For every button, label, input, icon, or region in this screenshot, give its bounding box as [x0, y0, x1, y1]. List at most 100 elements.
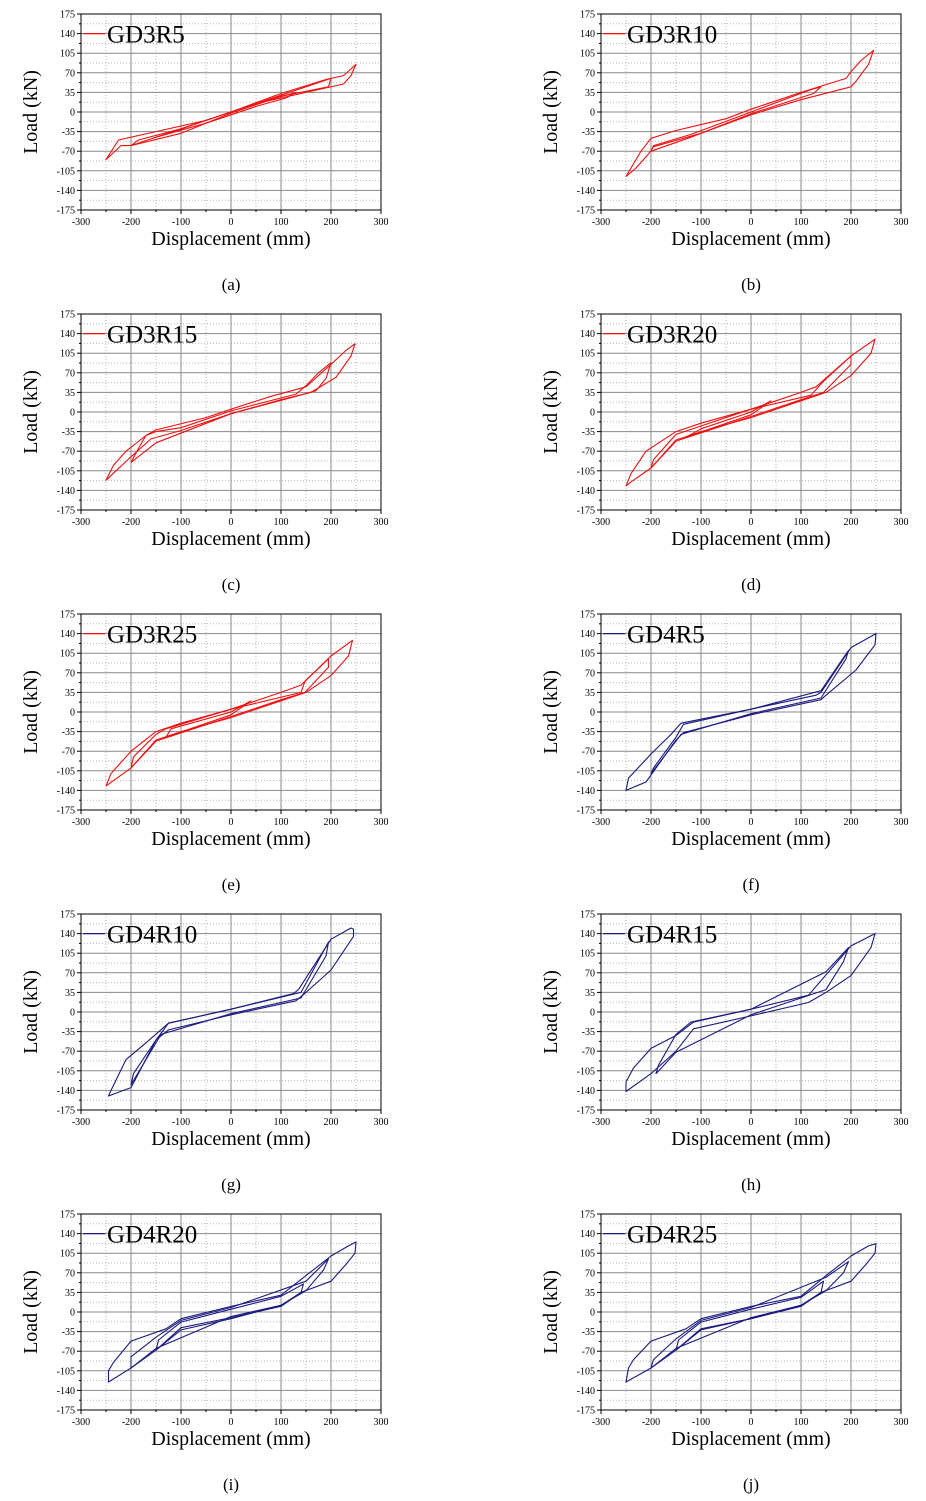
y-tick-label: -140: [577, 1386, 595, 1397]
y-tick-label: -105: [577, 466, 595, 477]
chart-svg: -300 -200 -100 0 100 200 300 175 140 105 70 35 0 -35 -…: [20, 910, 389, 1195]
legend-label: GD3R10: [627, 22, 717, 49]
y-axis-title: Load (kN): [20, 1270, 42, 1354]
x-tick-label: 100: [794, 517, 809, 528]
hysteresis-loop: [155, 91, 297, 138]
x-tick-label: 300: [894, 517, 909, 528]
x-tick-label: 300: [374, 1417, 389, 1428]
x-tick-label: 100: [274, 217, 289, 228]
y-tick-label: 35: [585, 1288, 595, 1299]
hysteresis-loop: [130, 1258, 330, 1369]
x-tick-label: 300: [894, 217, 909, 228]
y-tick-label: -175: [577, 806, 595, 817]
y-axis-title: Load (kN): [540, 370, 562, 454]
panel-caption: (c): [222, 575, 241, 594]
y-tick-label: 70: [65, 68, 75, 79]
hysteresis-loop: [650, 86, 822, 152]
chart-panel: -300 -200 -100 0 100 200 300 175 140 105 70 35 0 -35 -…: [0, 0, 463, 300]
x-tick-label: -200: [122, 1117, 140, 1128]
chart-panel: -300 -200 -100 0 100 200 300 175 140 105 70 35 0 -35 -…: [0, 900, 463, 1200]
y-axis-title: Load (kN): [20, 370, 42, 454]
y-tick-label: 140: [60, 929, 75, 940]
y-tick-label: 0: [70, 1008, 75, 1019]
y-tick-label: -70: [582, 147, 595, 158]
chart-panel: -300 -200 -100 0 100 200 300 175 140 105 70 35 0 -35 -…: [520, 900, 926, 1200]
y-tick-label: 105: [580, 949, 595, 960]
y-tick-label: -105: [57, 466, 75, 477]
y-tick-label: -70: [582, 447, 595, 458]
panel-caption: (i): [223, 1475, 239, 1494]
y-tick-label: 70: [65, 668, 75, 679]
x-tick-label: 100: [274, 1117, 289, 1128]
y-tick-label: 35: [585, 388, 595, 399]
panel-caption: (g): [221, 1175, 241, 1194]
x-tick-label: -100: [692, 517, 710, 528]
y-tick-label: -105: [577, 166, 595, 177]
y-tick-label: 0: [70, 708, 75, 719]
x-tick-label: 100: [794, 1417, 809, 1428]
x-tick-label: 300: [374, 517, 389, 528]
hysteresis-loop: [625, 933, 876, 1093]
x-tick-label: 100: [794, 217, 809, 228]
y-tick-label: -70: [62, 1047, 75, 1058]
panel-caption: (h): [741, 1175, 761, 1194]
x-tick-label: -200: [642, 1117, 660, 1128]
y-tick-label: 175: [60, 310, 75, 321]
y-tick-label: -35: [62, 427, 75, 438]
x-tick-label: 200: [324, 817, 339, 828]
x-axis-title: Displacement (mm): [671, 828, 830, 850]
hysteresis-loop: [650, 355, 852, 469]
hysteresis-loop: [130, 941, 330, 1086]
y-tick-label: -35: [582, 427, 595, 438]
legend-label: GD4R20: [107, 1222, 197, 1249]
chart-svg: -300 -200 -100 0 100 200 300 175 140 105 70 35 0 -35 -…: [20, 610, 389, 895]
y-tick-label: 0: [590, 708, 595, 719]
panel-caption: (e): [222, 875, 241, 894]
y-tick-label: -70: [582, 747, 595, 758]
x-tick-label: 200: [324, 1117, 339, 1128]
x-tick-label: -300: [72, 1417, 90, 1428]
hysteresis-loop: [625, 49, 875, 177]
x-tick-label: 0: [749, 217, 754, 228]
y-tick-label: -105: [57, 1366, 75, 1377]
x-tick-label: -100: [692, 217, 710, 228]
y-tick-label: -70: [62, 147, 75, 158]
x-tick-label: 300: [374, 817, 389, 828]
y-tick-label: 35: [65, 1288, 75, 1299]
y-tick-label: 105: [580, 649, 595, 660]
y-tick-label: 105: [60, 949, 75, 960]
y-tick-label: 140: [580, 329, 595, 340]
x-tick-label: 0: [229, 217, 234, 228]
y-tick-label: 175: [60, 610, 75, 621]
y-tick-label: 140: [580, 1229, 595, 1240]
y-tick-label: -105: [57, 1066, 75, 1077]
x-tick-label: -200: [642, 817, 660, 828]
x-tick-label: -300: [592, 1117, 610, 1128]
hysteresis-loop: [685, 400, 772, 438]
legend-label: GD4R5: [627, 622, 705, 649]
chart-panel: -300 -200 -100 0 100 200 300 175 140 105 70 35 0 -35 -…: [0, 1200, 463, 1500]
y-tick-label: -70: [62, 747, 75, 758]
y-tick-label: 140: [580, 929, 595, 940]
panel-caption: (d): [741, 575, 761, 594]
y-tick-label: 35: [585, 88, 595, 99]
x-tick-label: 0: [229, 1117, 234, 1128]
x-tick-label: -100: [172, 817, 190, 828]
y-tick-label: 175: [580, 1210, 595, 1221]
x-tick-label: -100: [692, 817, 710, 828]
panel-caption: (a): [222, 275, 241, 294]
x-tick-label: 200: [844, 1117, 859, 1128]
x-tick-label: 0: [229, 1417, 234, 1428]
x-tick-label: -300: [72, 217, 90, 228]
x-tick-label: -100: [692, 1417, 710, 1428]
x-tick-label: -100: [172, 1117, 190, 1128]
y-tick-label: -105: [57, 166, 75, 177]
y-tick-label: -175: [577, 206, 595, 217]
y-tick-label: 105: [60, 49, 75, 60]
y-tick-label: 105: [60, 349, 75, 360]
x-tick-label: -200: [642, 1417, 660, 1428]
x-tick-label: -300: [592, 217, 610, 228]
chart-panel: -300 -200 -100 0 100 200 300 175 140 105 70 35 0 -35 -…: [520, 600, 926, 900]
y-axis-title: Load (kN): [540, 970, 562, 1054]
x-tick-label: 300: [894, 1117, 909, 1128]
